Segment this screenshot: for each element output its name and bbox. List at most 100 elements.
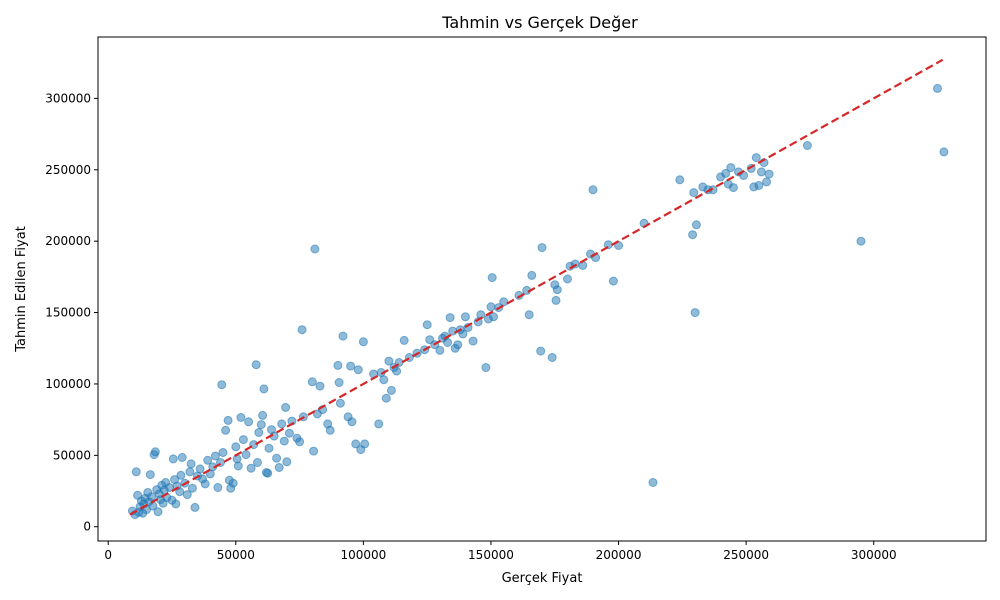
data-point xyxy=(751,153,761,163)
data-point xyxy=(578,260,588,270)
data-point xyxy=(481,363,491,372)
data-point xyxy=(445,313,455,323)
x-axis: 0 50000 100000 150000 200000 250000 300000 xyxy=(104,541,897,562)
x-tick-label: 50000 xyxy=(217,548,255,562)
data-point xyxy=(552,285,562,295)
data-point xyxy=(145,470,155,480)
data-point xyxy=(131,467,141,477)
data-point xyxy=(721,168,731,178)
data-point xyxy=(218,448,228,457)
x-tick-label: 250000 xyxy=(723,548,769,562)
data-point xyxy=(279,436,289,446)
data-point xyxy=(244,417,254,427)
data-point xyxy=(690,308,700,318)
data-point xyxy=(282,457,292,467)
y-tick-label: 0 xyxy=(83,520,91,534)
data-point xyxy=(563,274,572,284)
data-point xyxy=(435,345,445,355)
data-point xyxy=(856,236,866,246)
data-point xyxy=(551,295,561,305)
data-point xyxy=(358,337,368,347)
data-point xyxy=(379,375,389,385)
data-point xyxy=(233,461,243,471)
x-tick-label: 200000 xyxy=(596,548,642,562)
data-point xyxy=(392,366,402,376)
data-point xyxy=(527,270,537,280)
data-point xyxy=(213,483,223,492)
data-point xyxy=(384,356,394,366)
x-tick-label: 150000 xyxy=(468,548,514,562)
y-tick-label: 150000 xyxy=(45,306,91,320)
data-point xyxy=(487,273,497,283)
data-point xyxy=(726,163,736,173)
y-tick-label: 50000 xyxy=(53,448,91,462)
data-point xyxy=(307,377,317,387)
data-point xyxy=(537,243,547,253)
data-point xyxy=(422,320,432,330)
data-point xyxy=(386,385,396,395)
data-point xyxy=(448,326,458,336)
data-point xyxy=(351,439,361,449)
data-point xyxy=(536,346,546,356)
data-point xyxy=(217,380,227,390)
data-point xyxy=(939,147,949,157)
data-point xyxy=(228,478,238,488)
data-point xyxy=(171,499,181,509)
x-tick-label: 100000 xyxy=(340,548,386,562)
data-point xyxy=(238,435,248,445)
reference-line xyxy=(129,58,944,516)
data-point xyxy=(176,470,186,480)
data-point xyxy=(281,403,291,412)
y-tick-label: 100000 xyxy=(45,377,91,391)
data-point xyxy=(335,398,345,408)
data-point xyxy=(284,428,294,438)
data-point xyxy=(608,276,618,286)
chart-title: Tahmin vs Gerçek Değer xyxy=(441,13,638,32)
data-point xyxy=(675,175,685,185)
data-point xyxy=(153,507,163,517)
data-point xyxy=(168,454,178,464)
data-point xyxy=(802,141,812,150)
y-tick-label: 250000 xyxy=(45,163,91,177)
data-point xyxy=(223,415,233,425)
data-point xyxy=(264,443,274,453)
data-point xyxy=(309,446,319,456)
plot-frame xyxy=(97,36,987,542)
data-point xyxy=(346,361,356,371)
data-point xyxy=(468,336,478,346)
data-point xyxy=(486,302,496,312)
data-point xyxy=(933,83,942,93)
data-point xyxy=(231,442,241,452)
data-point xyxy=(347,417,357,427)
data-point xyxy=(458,329,468,339)
data-point xyxy=(200,479,210,489)
data-point xyxy=(764,169,774,179)
x-tick-label: 0 xyxy=(104,548,112,562)
data-point xyxy=(728,183,738,193)
data-point xyxy=(185,467,195,477)
data-point xyxy=(334,378,344,387)
x-tick-label: 300000 xyxy=(851,548,897,562)
data-point xyxy=(333,360,343,370)
data-point xyxy=(524,310,534,320)
data-point xyxy=(360,439,370,449)
data-point xyxy=(258,410,268,420)
data-point xyxy=(241,450,251,460)
data-point xyxy=(246,463,256,473)
data-point xyxy=(453,340,463,350)
data-point xyxy=(254,428,264,437)
data-point xyxy=(256,420,266,430)
y-tick-label: 300000 xyxy=(45,91,91,105)
data-point xyxy=(353,365,363,375)
data-point xyxy=(588,185,598,195)
data-point xyxy=(688,230,698,240)
plot-area xyxy=(127,58,949,520)
data-point xyxy=(297,325,307,335)
data-point xyxy=(338,331,348,341)
data-point xyxy=(443,338,453,347)
y-axis-label: Tahmin Edilen Fiyat xyxy=(14,226,29,353)
data-point xyxy=(182,490,192,500)
data-point xyxy=(263,468,273,478)
data-point xyxy=(187,483,197,493)
data-point xyxy=(689,188,699,198)
